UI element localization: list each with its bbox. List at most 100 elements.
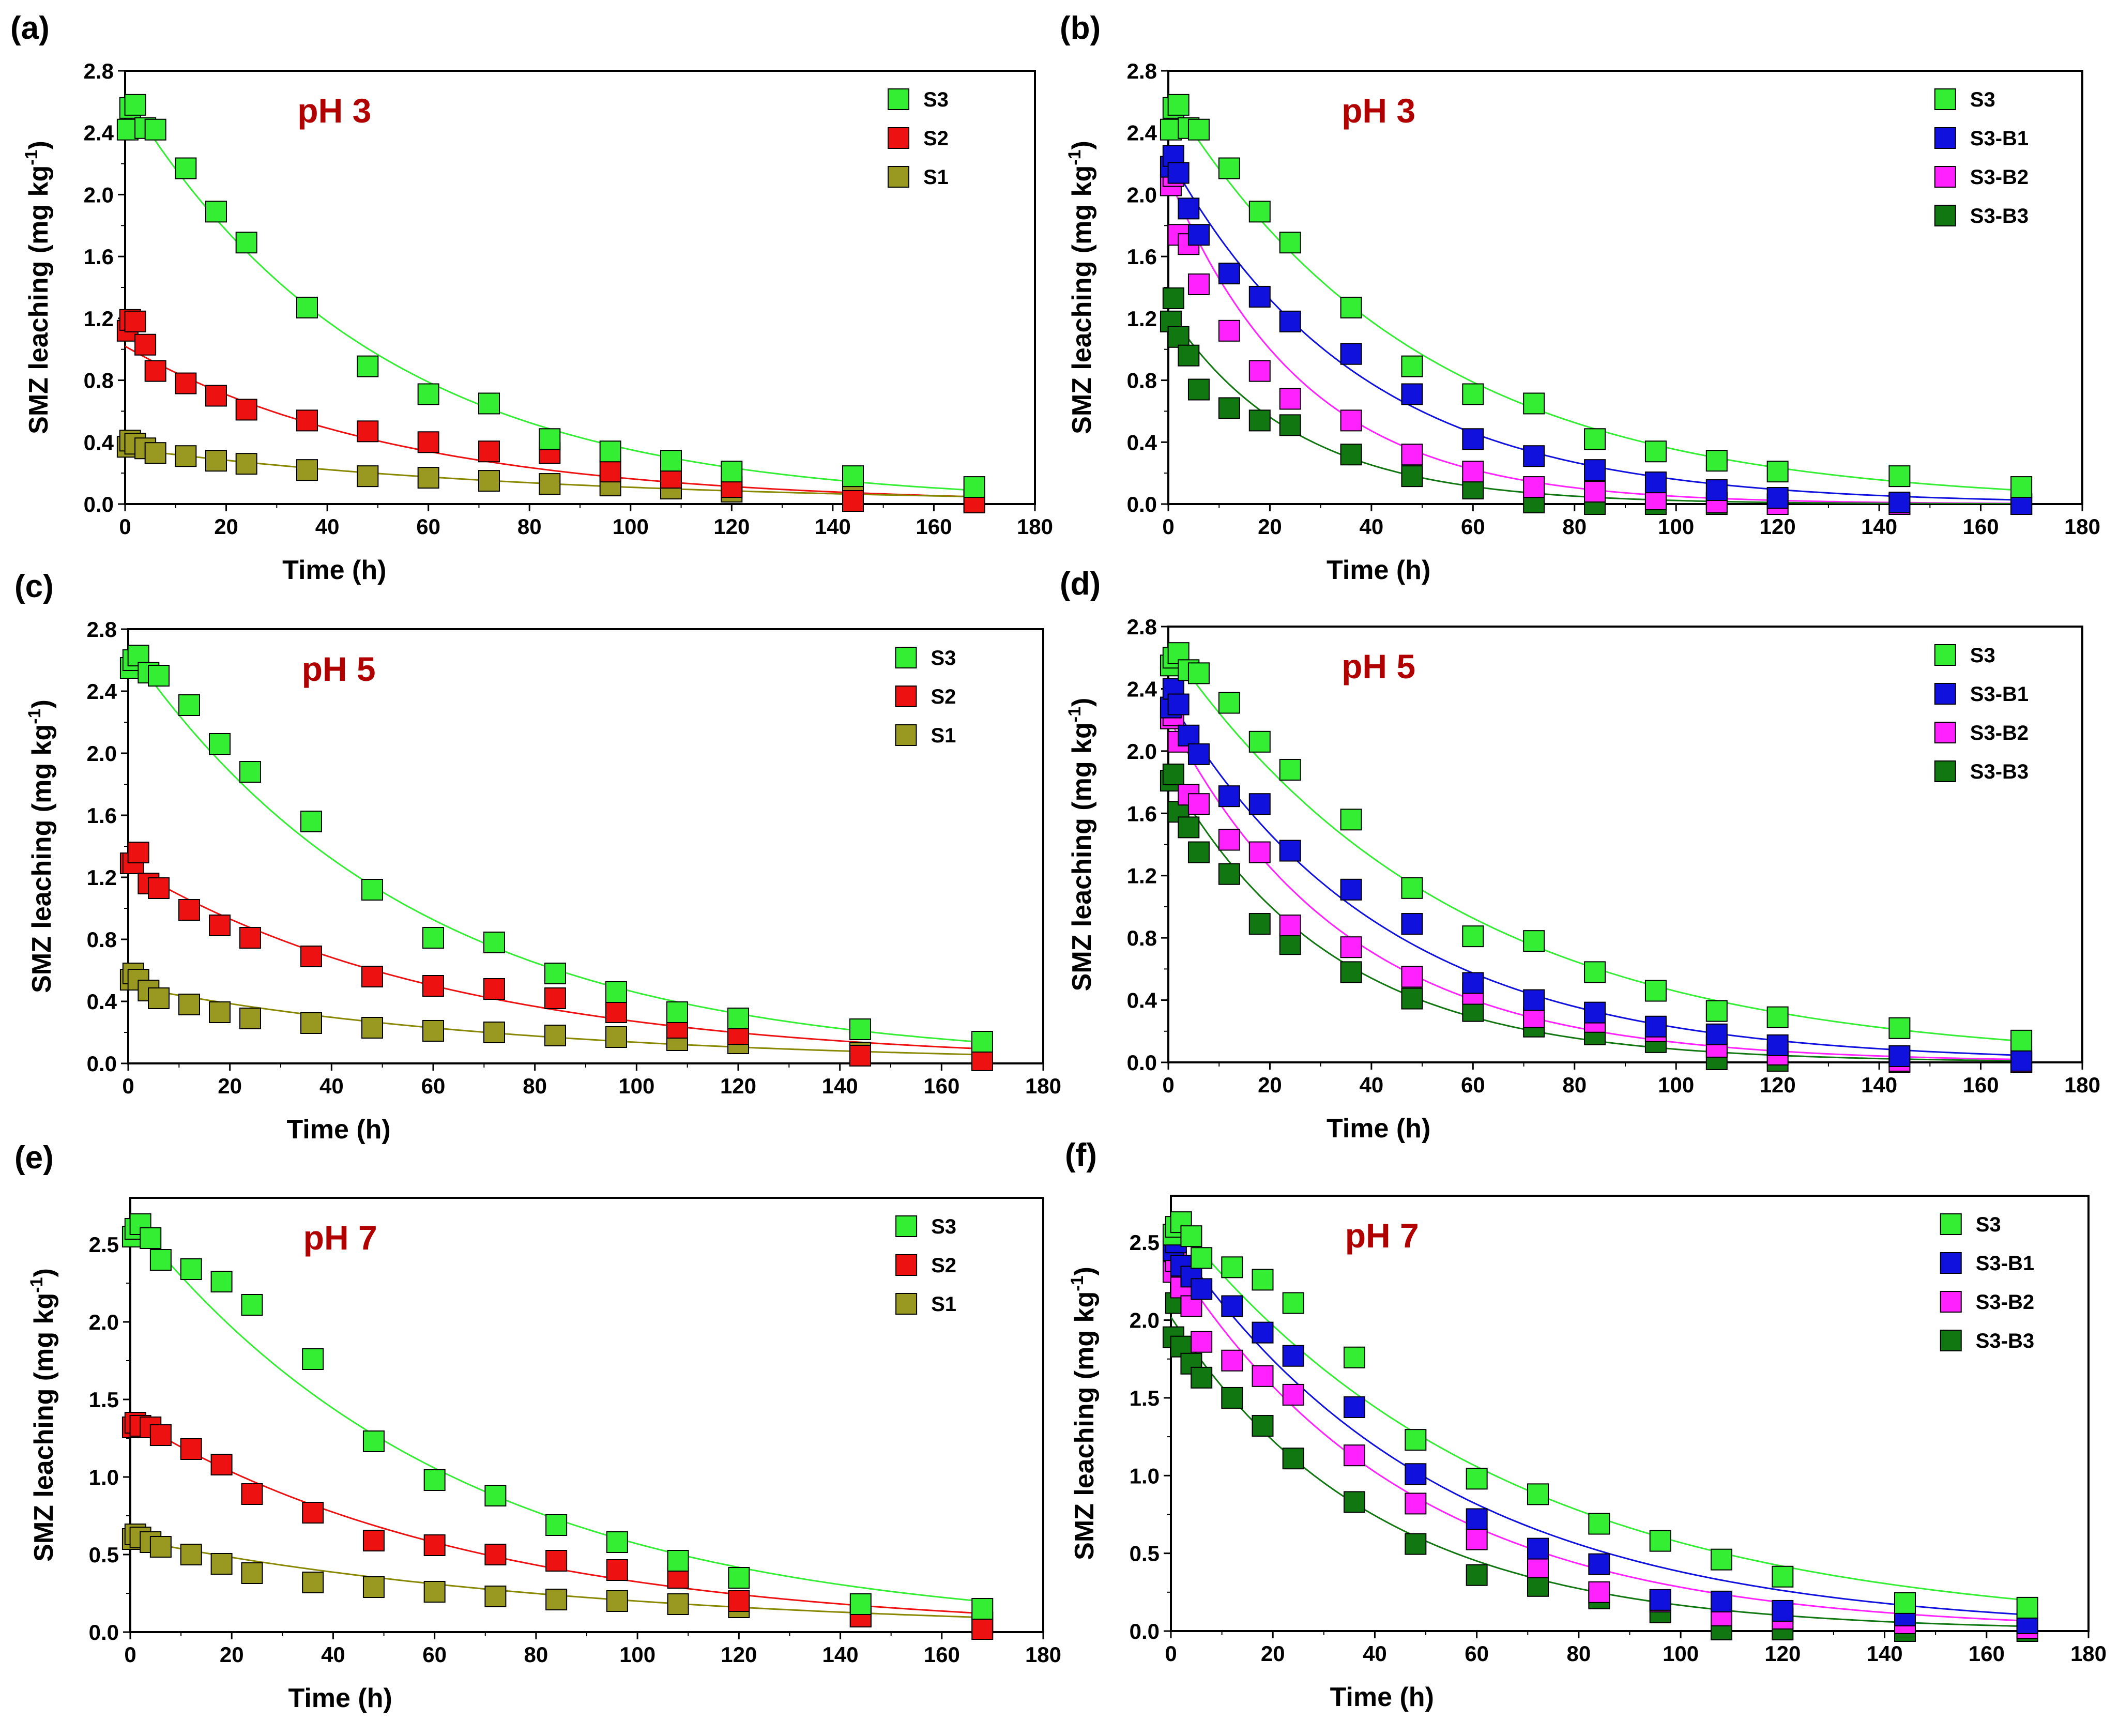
data-point-s3-b2	[1584, 481, 1606, 503]
data-point-s3	[666, 1001, 688, 1023]
x-tick-label: 160	[1963, 1073, 1999, 1097]
x-tick-label: 140	[815, 514, 851, 539]
data-point-s3	[849, 1593, 872, 1615]
x-tick-label: 40	[1360, 1073, 1384, 1097]
x-tick-label: 60	[416, 514, 440, 539]
y-tick-label: 0.8	[1127, 369, 1157, 393]
data-point-s3	[144, 118, 166, 141]
data-point-s2	[422, 975, 444, 997]
legend-marker-s3-b3	[1934, 205, 1956, 226]
data-point-s3	[149, 1249, 172, 1271]
x-tick-label: 40	[1360, 514, 1384, 539]
data-point-s3	[1705, 1000, 1728, 1022]
y-tick-label: 2.0	[84, 182, 114, 207]
data-point-s1	[180, 1544, 202, 1565]
data-point-s2	[180, 1438, 202, 1460]
data-point-s3-b3	[1218, 397, 1240, 419]
x-tick-label: 80	[517, 514, 542, 539]
data-point-s3-b2	[1340, 409, 1362, 432]
y-axis-label: SMZ leaching (mg kg-1)	[25, 699, 57, 993]
y-tick-label: 0.5	[89, 1543, 119, 1567]
data-point-s1	[300, 1012, 322, 1034]
data-point-s3	[1187, 118, 1210, 141]
x-tick-label: 100	[1658, 514, 1694, 539]
data-point-s3	[148, 665, 170, 687]
data-point-s3-b2	[1218, 829, 1240, 851]
data-point-s3-b1	[1705, 1023, 1728, 1045]
data-point-s1	[178, 994, 200, 1015]
x-tick-label: 40	[315, 514, 340, 539]
x-tick-label: 80	[1562, 514, 1587, 539]
fit-line-s2	[128, 865, 983, 1050]
data-point-s3-b1	[1584, 459, 1606, 481]
x-tick-label: 80	[524, 1642, 548, 1667]
panel-letter: (f)	[1065, 1137, 1097, 1173]
legend-label-s3-b1: S3-B1	[1970, 683, 2029, 706]
data-point-s3-b3	[1340, 961, 1362, 983]
data-point-s3	[1221, 1256, 1243, 1278]
data-point-s1	[296, 459, 318, 481]
x-tick-label: 80	[523, 1074, 547, 1098]
y-tick-label: 1.6	[84, 245, 114, 269]
data-point-s1	[175, 445, 197, 467]
data-point-s3	[2010, 1029, 2033, 1052]
x-tick-label: 160	[1969, 1641, 2005, 1666]
data-point-s3	[1888, 1017, 1911, 1039]
data-point-s3-b1	[1401, 383, 1423, 405]
y-tick-label: 1.2	[1127, 307, 1157, 331]
panel-letter: (d)	[1060, 566, 1101, 602]
data-point-s3-b1	[1462, 428, 1484, 450]
x-tick-label: 100	[1663, 1641, 1699, 1666]
chart-panel-c: (c) 0 20 40 60 80 100 120 140 160 180 0.0 0.4 0.8 1.2 1…	[14, 569, 1061, 1145]
data-point-s2	[357, 420, 379, 443]
y-axis-label: SMZ leaching (mg kg-1)	[22, 141, 54, 434]
data-point-s3-b3	[1218, 863, 1240, 885]
data-point-s2	[209, 915, 231, 936]
x-tick-label: 180	[2064, 514, 2100, 539]
fit-line-s3	[1171, 1214, 2027, 1601]
data-point-s2	[144, 360, 166, 382]
data-point-s3	[423, 1469, 446, 1491]
data-point-s3-b3	[1162, 764, 1184, 786]
data-point-s2	[842, 490, 864, 512]
y-tick-label: 2.0	[87, 741, 117, 766]
data-point-s2	[148, 877, 170, 899]
chart-panel-b: (b) 0 20 40 60 80 100 120 140 160 180 0.0 0.4 0.8 1.2 1…	[1060, 10, 2100, 585]
data-point-s3-b3	[1167, 326, 1190, 348]
y-tick-label: 0.0	[89, 1620, 119, 1644]
y-tick-label: 2.5	[1130, 1230, 1160, 1255]
y-tick-label: 2.8	[1127, 615, 1157, 639]
data-point-s3-b3	[1187, 378, 1210, 401]
data-point-s2	[849, 1045, 871, 1067]
data-point-s3	[1466, 1468, 1488, 1490]
data-point-s2	[483, 978, 505, 1000]
x-tick-label: 160	[1963, 514, 1999, 539]
data-point-s3	[1279, 758, 1301, 781]
ph-title: pH 7	[1345, 1216, 1419, 1255]
data-point-s2	[134, 333, 157, 356]
data-point-s1	[605, 1026, 627, 1048]
data-point-s3-b3	[1178, 344, 1200, 367]
y-tick-label: 0.8	[84, 369, 114, 393]
data-point-s1	[544, 1025, 566, 1046]
x-tick-label: 20	[1258, 1073, 1282, 1097]
x-tick-label: 180	[1017, 514, 1053, 539]
data-point-s3	[210, 1271, 233, 1292]
legend-label-s1: S1	[931, 724, 956, 747]
data-point-s3-b1	[1248, 285, 1271, 308]
x-tick-label: 140	[1861, 1073, 1897, 1097]
data-point-s2	[599, 461, 621, 483]
data-point-s3	[1401, 355, 1423, 377]
y-tick-label: 1.6	[1127, 801, 1157, 826]
data-point-s3	[1252, 1269, 1274, 1291]
legend-marker-s3-b2	[1934, 722, 1956, 743]
x-tick-label: 0	[122, 1074, 134, 1098]
data-point-s2	[423, 1534, 446, 1556]
y-axis-label: SMZ leaching (mg kg-1)	[27, 1268, 59, 1562]
fit-line-s3	[130, 1216, 983, 1602]
data-point-s2	[544, 987, 566, 1009]
x-tick-label: 140	[1867, 1641, 1903, 1666]
data-point-s3	[971, 1598, 994, 1620]
data-point-s3-b3	[1279, 414, 1301, 436]
data-point-s3	[175, 157, 197, 179]
